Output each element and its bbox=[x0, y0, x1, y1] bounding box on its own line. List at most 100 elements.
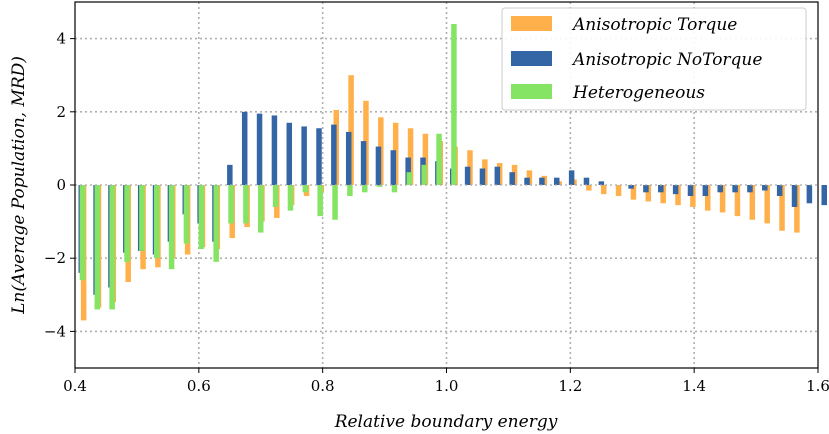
y-tick-label: −2 bbox=[44, 249, 66, 267]
bar-anisotropic-notorque bbox=[554, 177, 560, 185]
bar-heterogeneous bbox=[421, 164, 427, 185]
bar-heterogeneous bbox=[347, 185, 353, 196]
bar-anisotropic-notorque bbox=[821, 185, 827, 206]
bar-heterogeneous bbox=[153, 185, 160, 259]
bar-anisotropic-notorque bbox=[405, 157, 411, 185]
bar-anisotropic-torque bbox=[704, 185, 711, 211]
bar-anisotropic-torque bbox=[645, 185, 652, 202]
bar-anisotropic-notorque bbox=[464, 166, 471, 185]
bar-anisotropic-notorque bbox=[479, 168, 486, 185]
bar-heterogeneous bbox=[302, 185, 309, 193]
y-tick-label: 0 bbox=[56, 176, 66, 194]
bar-anisotropic-notorque bbox=[583, 177, 590, 185]
bar-heterogeneous bbox=[376, 185, 383, 187]
bar-anisotropic-notorque bbox=[494, 166, 501, 185]
bar-anisotropic-notorque bbox=[702, 185, 709, 196]
bar-anisotropic-torque bbox=[630, 185, 637, 200]
legend-label-heterogeneous: Heterogeneous bbox=[572, 83, 705, 103]
bar-heterogeneous bbox=[109, 185, 115, 310]
bar-heterogeneous bbox=[94, 185, 101, 310]
y-axis-label: Ln(Average Population, MRD) bbox=[9, 56, 29, 315]
x-tick-label: 1.2 bbox=[558, 377, 582, 395]
bar-heterogeneous bbox=[228, 185, 234, 224]
bar-anisotropic-notorque bbox=[271, 115, 278, 185]
x-tick-label: 0.8 bbox=[311, 377, 335, 395]
bar-heterogeneous bbox=[183, 185, 190, 244]
bar-anisotropic-torque bbox=[794, 185, 800, 233]
bar-anisotropic-torque bbox=[764, 185, 770, 224]
x-tick-label: 1.4 bbox=[682, 377, 706, 395]
bar-heterogeneous bbox=[332, 185, 338, 220]
bar-anisotropic-notorque bbox=[568, 170, 575, 185]
bar-anisotropic-notorque bbox=[672, 185, 679, 195]
bar-anisotropic-torque bbox=[749, 185, 756, 220]
bar-anisotropic-notorque bbox=[241, 111, 248, 185]
bar-anisotropic-torque bbox=[719, 185, 726, 213]
x-tick-label: 1.6 bbox=[806, 377, 829, 395]
bar-anisotropic-notorque bbox=[762, 185, 768, 191]
legend-swatch-anisotropic-torque bbox=[511, 16, 552, 31]
bar-anisotropic-torque bbox=[660, 185, 666, 204]
y-tick-label: 4 bbox=[56, 30, 66, 48]
x-axis-label: Relative boundary energy bbox=[334, 412, 558, 432]
bar-heterogeneous bbox=[258, 185, 264, 233]
bar-anisotropic-notorque bbox=[360, 141, 367, 185]
bar-anisotropic-notorque bbox=[390, 150, 397, 185]
bar-heterogeneous bbox=[139, 185, 145, 251]
bar-anisotropic-notorque bbox=[747, 185, 753, 193]
x-tick-label: 0.4 bbox=[63, 377, 87, 395]
bar-heterogeneous bbox=[213, 185, 219, 262]
legend-box bbox=[501, 7, 807, 111]
bar-anisotropic-notorque bbox=[717, 185, 723, 193]
bar-anisotropic-notorque bbox=[524, 177, 530, 185]
bar-anisotropic-torque bbox=[586, 185, 592, 191]
legend-label-anisotropic-notorque: Anisotropic NoTorque bbox=[571, 50, 762, 70]
legend-label-anisotropic-torque: Anisotropic Torque bbox=[571, 15, 737, 35]
bar-anisotropic-notorque bbox=[301, 126, 307, 185]
bar-anisotropic-torque bbox=[615, 185, 622, 196]
bar-anisotropic-notorque bbox=[286, 122, 293, 185]
bar-heterogeneous bbox=[272, 185, 279, 207]
bar-anisotropic-notorque bbox=[658, 185, 664, 193]
bar-heterogeneous bbox=[317, 185, 323, 217]
bar-anisotropic-notorque bbox=[628, 185, 634, 189]
bar-heterogeneous bbox=[287, 185, 294, 211]
axis-ticks: 0.4 0.6 0.8 1.0 1.2 1.4 1.6 −4 −2 0 2 4 bbox=[44, 30, 829, 395]
bar-heterogeneous bbox=[436, 133, 442, 185]
bar-anisotropic-torque bbox=[407, 128, 414, 185]
bar-anisotropic-notorque bbox=[227, 164, 233, 185]
bar-anisotropic-torque bbox=[600, 185, 607, 195]
bar-anisotropic-torque bbox=[675, 185, 681, 206]
bar-heterogeneous bbox=[391, 185, 398, 193]
bar-anisotropic-notorque bbox=[806, 185, 813, 204]
bar-heterogeneous bbox=[362, 185, 368, 193]
y-tick-label: −4 bbox=[44, 322, 66, 340]
bar-heterogeneous bbox=[79, 185, 86, 281]
bar-anisotropic-notorque bbox=[375, 146, 382, 185]
legend: Anisotropic Torque Anisotropic NoTorque … bbox=[501, 7, 807, 111]
bar-heterogeneous bbox=[198, 185, 205, 250]
bar-heterogeneous bbox=[451, 23, 457, 186]
bar-anisotropic-notorque bbox=[643, 185, 649, 193]
bar-heterogeneous bbox=[243, 185, 249, 224]
bar-anisotropic-notorque bbox=[776, 185, 783, 196]
bar-anisotropic-torque bbox=[734, 185, 741, 217]
y-tick-label: 2 bbox=[56, 103, 66, 121]
bar-anisotropic-notorque bbox=[316, 128, 322, 185]
bar-anisotropic-notorque bbox=[509, 172, 515, 185]
legend-swatch-anisotropic-notorque bbox=[511, 51, 552, 66]
bar-anisotropic-notorque bbox=[598, 181, 605, 185]
bar-anisotropic-notorque bbox=[256, 113, 263, 185]
legend-swatch-heterogeneous bbox=[511, 84, 552, 99]
bar-anisotropic-notorque bbox=[791, 185, 798, 207]
bar-anisotropic-notorque bbox=[539, 177, 545, 185]
bar-heterogeneous bbox=[124, 185, 130, 262]
x-tick-label: 0.6 bbox=[187, 377, 211, 395]
bar-anisotropic-notorque bbox=[345, 131, 352, 185]
bar-anisotropic-torque bbox=[779, 185, 785, 231]
bar-anisotropic-notorque bbox=[331, 124, 337, 185]
series-heterogeneous bbox=[79, 23, 457, 310]
x-tick-label: 1.0 bbox=[435, 377, 459, 395]
bar-heterogeneous bbox=[406, 172, 413, 185]
